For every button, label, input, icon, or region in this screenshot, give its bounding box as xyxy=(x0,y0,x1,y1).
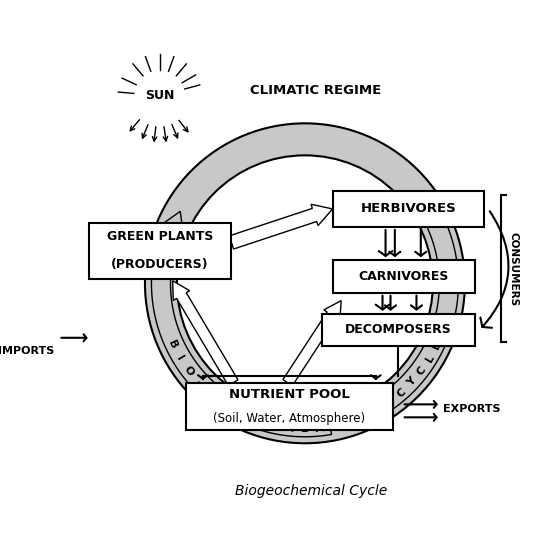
Text: E: E xyxy=(214,396,226,408)
Text: O: O xyxy=(181,364,195,377)
Text: -: - xyxy=(193,377,203,387)
Text: SUN: SUN xyxy=(145,89,174,102)
Text: G: G xyxy=(202,386,215,399)
Text: GREEN PLANTS: GREEN PLANTS xyxy=(107,231,213,243)
Polygon shape xyxy=(229,204,333,249)
Text: NUTRIENT POOL: NUTRIENT POOL xyxy=(229,388,350,401)
Text: C: C xyxy=(395,386,408,399)
Circle shape xyxy=(134,70,186,122)
Text: (PRODUCERS): (PRODUCERS) xyxy=(111,258,209,271)
Bar xyxy=(322,313,476,347)
Text: CARNIVORES: CARNIVORES xyxy=(359,270,449,283)
Text: E: E xyxy=(431,340,443,350)
Text: M: M xyxy=(314,423,326,434)
Text: Biogeochemical Cycle: Biogeochemical Cycle xyxy=(235,484,387,498)
Text: CLIMATIC REGIME: CLIMATIC REGIME xyxy=(250,84,381,97)
Circle shape xyxy=(177,155,433,411)
Text: O: O xyxy=(226,403,240,417)
Text: L: L xyxy=(371,404,382,416)
Polygon shape xyxy=(152,211,332,437)
Polygon shape xyxy=(172,281,238,386)
Text: C: C xyxy=(270,420,280,432)
Text: -: - xyxy=(242,411,251,422)
Bar xyxy=(333,260,476,293)
Text: C: C xyxy=(344,416,355,428)
Text: DECOMPOSERS: DECOMPOSERS xyxy=(345,324,452,336)
Bar xyxy=(333,191,484,227)
Text: CONSUMERS: CONSUMERS xyxy=(508,232,518,306)
Text: E: E xyxy=(301,424,309,434)
Text: IMPORTS: IMPORTS xyxy=(0,346,54,356)
Text: (Soil, Water, Atmosphere): (Soil, Water, Atmosphere) xyxy=(213,412,365,425)
Bar xyxy=(89,223,231,279)
Polygon shape xyxy=(354,207,458,421)
Text: EXPORTS: EXPORTS xyxy=(443,404,501,414)
Polygon shape xyxy=(283,301,341,386)
Text: C: C xyxy=(415,365,428,377)
Text: H: H xyxy=(285,423,295,434)
Circle shape xyxy=(145,123,465,443)
Text: B: B xyxy=(166,339,179,351)
Text: I: I xyxy=(175,354,185,362)
Text: Y: Y xyxy=(406,376,418,389)
Text: A: A xyxy=(358,410,369,423)
Text: L: L xyxy=(424,353,436,364)
Text: I: I xyxy=(332,421,338,431)
Text: HERBIVORES: HERBIVORES xyxy=(360,202,456,215)
Bar xyxy=(186,383,393,431)
